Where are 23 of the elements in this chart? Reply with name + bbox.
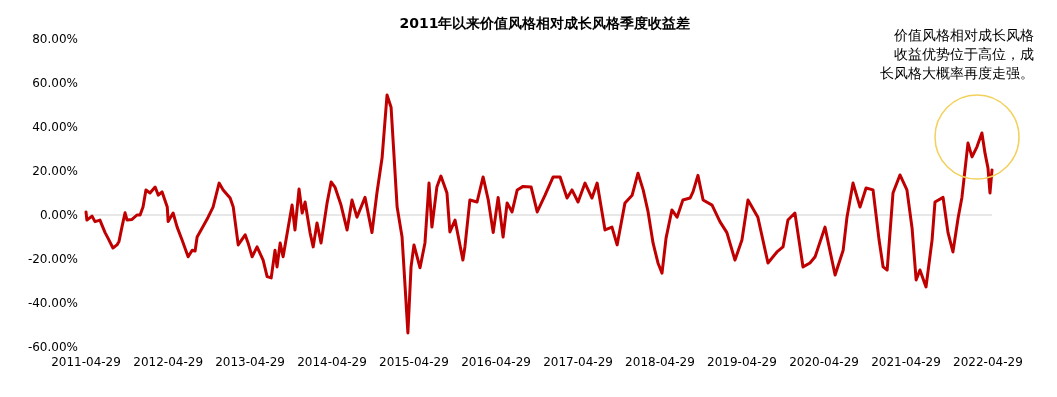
x-tick-label: 2022-04-29	[953, 355, 1023, 369]
x-tick-label: 2018-04-29	[625, 355, 695, 369]
y-tick-label: 60.00%	[32, 76, 78, 91]
y-tick-label: 40.00%	[32, 120, 78, 135]
y-tick-label: 0.00%	[39, 208, 78, 223]
annotation: 价值风格相对成长风格收益优势位于高位，成长风格大概率再度走强。	[880, 27, 1034, 81]
x-tick-label: 2019-04-29	[707, 355, 777, 369]
x-tick-label: 2014-04-29	[297, 355, 367, 369]
y-tick-label: -40.00%	[27, 296, 78, 311]
x-tick-label: 2016-04-29	[461, 355, 531, 369]
y-tick-label: 80.00%	[32, 32, 78, 47]
x-tick-label: 2020-04-29	[789, 355, 859, 369]
x-tick-label: 2013-04-29	[215, 355, 285, 369]
chart-title: 2011年以来价值风格相对成长风格季度收益差	[399, 15, 691, 31]
y-tick-label: 20.00%	[32, 164, 78, 179]
x-tick-label: 2015-04-29	[379, 355, 449, 369]
x-tick-label: 2017-04-29	[543, 355, 613, 369]
x-tick-label: 2021-04-29	[871, 355, 941, 369]
x-tick-label: 2012-04-29	[133, 355, 204, 369]
y-tick-label: -60.00%	[27, 340, 78, 355]
y-tick-label: -20.00%	[27, 252, 78, 267]
x-tick-label: 2011-04-29	[51, 355, 121, 369]
line-series	[84, 93, 994, 335]
